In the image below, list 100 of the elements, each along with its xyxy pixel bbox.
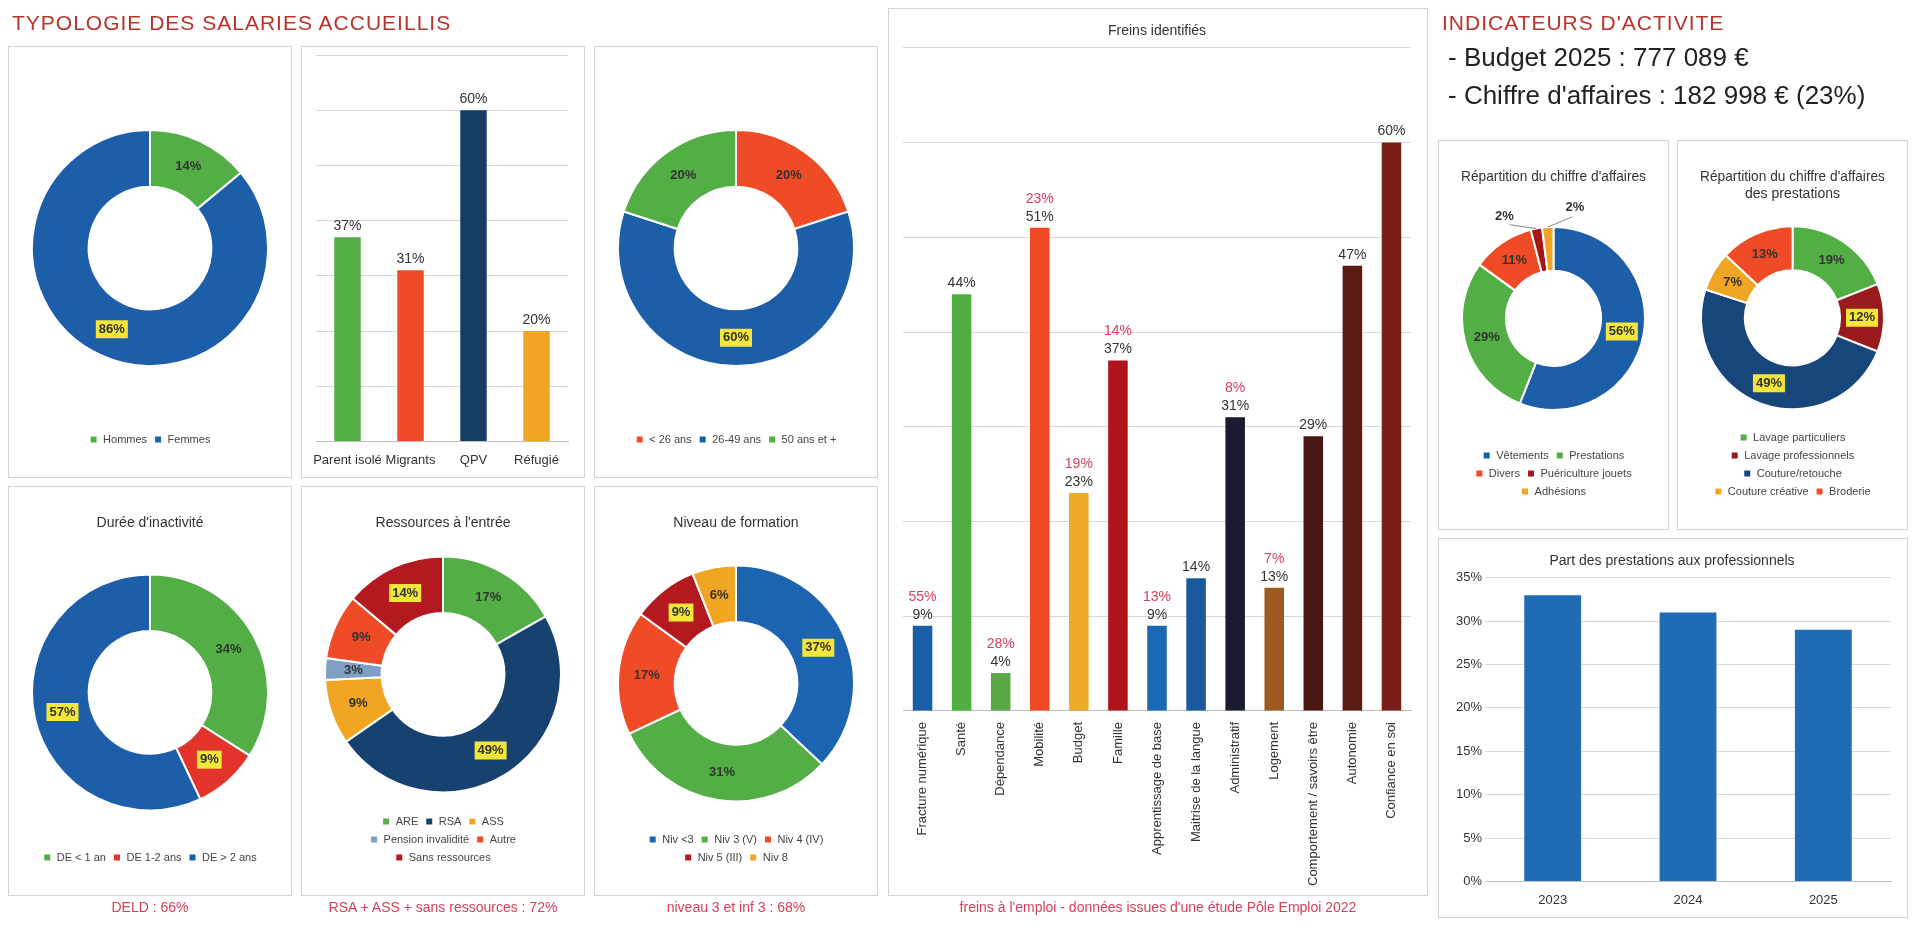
data-label: 3% <box>344 661 364 677</box>
x-tick-label: Dépendance <box>992 722 1008 796</box>
x-tick-label: Confiance en soi <box>1383 721 1399 819</box>
text: - Budget 2025 : 777 089 € <box>1447 41 1750 74</box>
data-label: 37% <box>333 217 362 234</box>
x-tick-label: Famille <box>1109 722 1125 764</box>
bar <box>1381 142 1402 711</box>
y-tick-label: 30% <box>1455 612 1483 628</box>
bar <box>1659 612 1717 881</box>
data-label: 12% <box>1849 309 1876 325</box>
data-label: 60% <box>459 90 488 107</box>
bar <box>990 673 1011 711</box>
legend-label: Adhésions <box>1534 484 1587 497</box>
text: TYPOLOGIE DES SALARIES ACCUEILLIS <box>11 10 453 36</box>
x-tick-label: Autonomie <box>1343 722 1359 785</box>
bar <box>1069 493 1089 711</box>
annotation: 28% <box>986 634 1015 651</box>
bar <box>334 237 361 441</box>
data-label: 9% <box>351 629 371 645</box>
data-label: 56% <box>1608 323 1636 339</box>
data-label: 60% <box>1377 122 1406 139</box>
data-label: 57% <box>49 703 76 719</box>
data-label: 4% <box>990 652 1011 669</box>
annotation: 23% <box>1025 189 1054 206</box>
legend-label: Prestations <box>1569 448 1625 461</box>
chart-title: Durée d'inactivité <box>96 514 204 531</box>
legend-label: Divers <box>1488 466 1521 479</box>
data-label: 9% <box>1146 605 1168 622</box>
data-label: 19% <box>1818 251 1846 267</box>
x-tick-label: QPV <box>459 451 488 467</box>
y-tick-label: 10% <box>1455 786 1483 802</box>
legend-label: DE 1-2 ans <box>126 850 183 863</box>
legend-label: Femmes <box>167 432 211 445</box>
data-label: 9% <box>199 751 220 767</box>
x-tick-label: Administratif <box>1226 721 1242 794</box>
y-tick-label: 0% <box>1463 872 1483 888</box>
legend-label: Autre <box>489 832 516 845</box>
text: RSA + ASS + sans ressources : 72% <box>327 898 559 917</box>
data-label: 44% <box>947 273 976 290</box>
y-tick-label: 15% <box>1455 742 1483 758</box>
x-tick-label: Santé <box>953 722 969 756</box>
x-tick-label: Apprentissage de base <box>1148 722 1164 855</box>
legend-label: DE < 1 an <box>56 850 106 863</box>
data-label: 9% <box>912 605 933 622</box>
y-tick-label: 20% <box>1455 699 1483 715</box>
legend-label: RSA <box>438 814 463 827</box>
legend-label: Niv 5 (III) <box>697 850 743 863</box>
legend-label: Niv 8 <box>762 850 788 863</box>
text: freins à l'emploi - données issues d'une étude Pôle Emploi 2022 <box>958 898 1358 917</box>
data-label: 7% <box>1723 273 1743 289</box>
data-label: 31% <box>708 763 736 779</box>
y-tick-label: 35% <box>1455 569 1483 585</box>
legend-label: Broderie <box>1829 484 1871 497</box>
data-label: 34% <box>215 640 243 656</box>
data-label: 14% <box>392 584 419 600</box>
data-label: 49% <box>1755 374 1783 390</box>
legend-label: 26-49 ans <box>712 432 762 445</box>
chart-title: Part des prestations aux professionnels <box>1549 552 1795 569</box>
bar <box>1225 417 1245 711</box>
data-label: 47% <box>1338 245 1367 262</box>
x-tick-label: Budget <box>1070 721 1086 764</box>
legend-label: Lavage professionnels <box>1744 448 1855 461</box>
chart-title: Niveau de formation <box>673 514 799 531</box>
bar <box>1108 360 1128 711</box>
x-tick-label: Réfugié <box>514 451 559 467</box>
data-label: 49% <box>477 741 505 757</box>
x-tick-label: Migrants <box>385 451 436 467</box>
bar <box>460 110 487 441</box>
annotation: 13% <box>1142 587 1172 604</box>
x-tick-label: Logement <box>1265 721 1281 780</box>
data-label: 6% <box>709 586 730 602</box>
data-label: 14% <box>1182 558 1211 575</box>
bar <box>1794 629 1852 881</box>
x-tick-label: Fracture numérique <box>914 722 930 836</box>
bar <box>1147 625 1167 711</box>
text: - Chiffre d'affaires : 182 998 € (23%) <box>1447 79 1867 112</box>
data-label: 29% <box>1299 416 1328 433</box>
chart-title: Ressources à l'entrée <box>375 514 511 531</box>
x-tick-label: 2025 <box>1808 891 1838 907</box>
bar <box>1524 595 1582 881</box>
chart-title: Répartition du chiffre d'affaires <box>1461 168 1646 185</box>
data-label: 51% <box>1025 207 1054 224</box>
bar <box>1264 587 1284 711</box>
x-tick-label: Maitrise de la langue <box>1187 722 1203 842</box>
bar <box>1303 436 1324 711</box>
text: niveau 3 et inf 3 : 68% <box>665 898 807 917</box>
data-label: 20% <box>775 167 803 183</box>
chart-title: Freins identifiés <box>1107 22 1207 39</box>
text: INDICATEURS D'ACTIVITE <box>1441 10 1726 36</box>
data-label: 37% <box>1103 340 1132 357</box>
legend-label: Puériculture jouets <box>1540 466 1633 479</box>
data-label: 2% <box>1565 199 1585 215</box>
bar <box>1342 265 1363 711</box>
legend-label: 50 ans et + <box>781 432 837 445</box>
data-label: 9% <box>671 604 691 620</box>
chart-title: Répartition du chiffre d'affaires des prestations <box>1700 168 1885 202</box>
annotation: 8% <box>1225 379 1246 396</box>
data-label: 86% <box>98 320 126 336</box>
text: DELD : 66% <box>110 898 190 917</box>
legend-label: Lavage particuliers <box>1753 430 1846 443</box>
